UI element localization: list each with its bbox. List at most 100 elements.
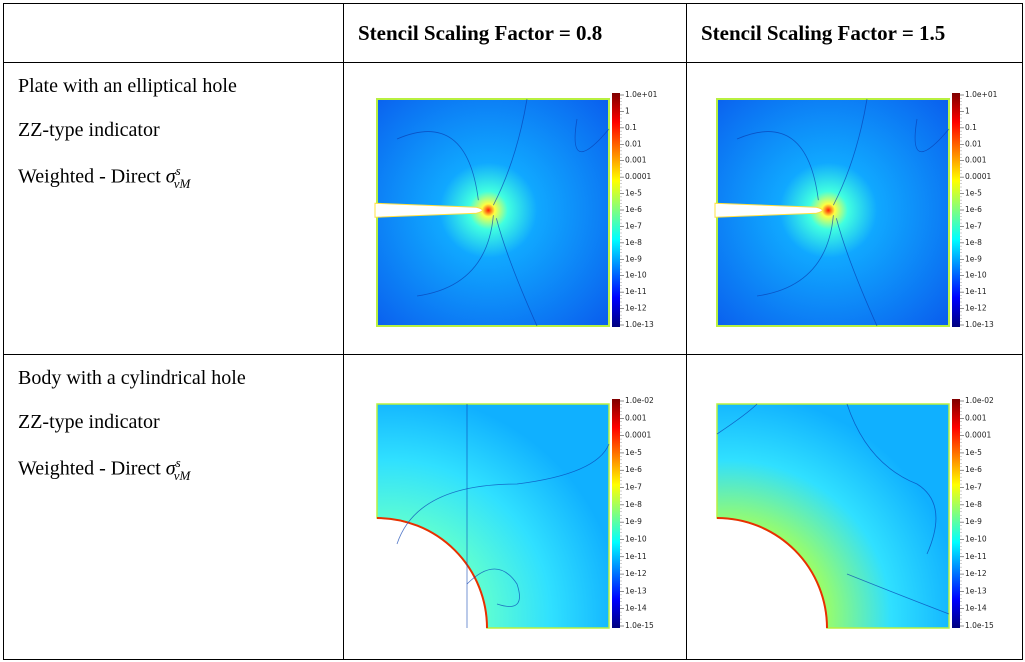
colorbar-label: 0.01 bbox=[965, 139, 982, 148]
colorbar-label: 1e-11 bbox=[965, 552, 987, 561]
colorbar-label: 1e-14 bbox=[965, 604, 987, 613]
colorbar-label: 1 bbox=[965, 106, 970, 115]
body-row: Body with a cylindrical hole ZZ-type indi… bbox=[3, 354, 1023, 660]
colorbar-label: 1e-10 bbox=[965, 534, 987, 543]
colorbar-label: 0.01 bbox=[625, 139, 642, 148]
contour-line bbox=[396, 443, 610, 545]
symbol-sub: vM bbox=[173, 467, 191, 483]
colorbar-label: 0.0001 bbox=[965, 431, 991, 440]
colorbar-label: 1e-7 bbox=[965, 483, 982, 492]
colorbar-label: 0.0001 bbox=[965, 172, 991, 181]
plot-cell: 1.0e-02 0.001 0.0001 1e-5 1e-6 1e-7 1e-8 1e-9 1e… bbox=[343, 354, 687, 660]
colorbar-label: 1e-13 bbox=[965, 586, 987, 595]
colorbar-label: 0.0001 bbox=[625, 431, 651, 440]
colorbar-label: 1e-10 bbox=[625, 271, 647, 280]
label-line: Plate with an elliptical hole bbox=[18, 75, 237, 97]
colorbar-label: 1e-11 bbox=[965, 287, 987, 296]
contour-line bbox=[493, 98, 528, 206]
contour-plot: 1.0e-02 0.001 0.0001 1e-5 1e-6 1e-7 1e-8 1e-9 1e… bbox=[376, 396, 654, 630]
plot-field bbox=[716, 403, 950, 629]
contour-line bbox=[396, 131, 479, 201]
colorbar-label: 1e-11 bbox=[625, 552, 647, 561]
colorbar-label: 1.0e-15 bbox=[965, 621, 994, 630]
colorbar-label: 0.001 bbox=[965, 413, 987, 422]
colorbar-label: 1e-7 bbox=[625, 221, 642, 230]
contour-plot: 1.0e+01 1 0.1 0.01 0.001 0.0001 1e-5 1e-6 1e-7 1e… bbox=[714, 90, 998, 329]
contour-line bbox=[833, 98, 868, 206]
colorbar-label: 1e-8 bbox=[965, 500, 982, 509]
label-cell: Plate with an elliptical hole ZZ-type ind… bbox=[3, 62, 344, 355]
header-row: Stencil Scaling Factor = 0.8 Stencil Sca… bbox=[3, 3, 1023, 63]
contour-plot: 1.0e+01 1 0.1 0.01 0.001 0.0001 1e-5 1e-6 1e-7 1e… bbox=[374, 90, 658, 329]
colorbar-label: 1e-12 bbox=[625, 304, 647, 313]
slit bbox=[714, 202, 823, 218]
contour-line bbox=[716, 403, 758, 435]
plot-cell: 1.0e-02 0.001 0.0001 1e-5 1e-6 1e-7 1e-8 1e-9 1e… bbox=[686, 354, 1023, 660]
colorbar-label: 1e-12 bbox=[965, 569, 987, 578]
slit bbox=[374, 202, 483, 218]
colorbar-label: 1e-10 bbox=[965, 271, 987, 280]
label-line: Weighted - Direct σsvM bbox=[18, 163, 191, 191]
colorbar-label: 1e-5 bbox=[965, 189, 982, 198]
colorbar-label: 1e-6 bbox=[625, 205, 642, 214]
colorbar-label: 1.0e-13 bbox=[965, 320, 994, 329]
column-header: Stencil Scaling Factor = 0.8 bbox=[343, 3, 687, 63]
colorbar-label: 0.1 bbox=[625, 123, 637, 132]
colorbar-label: 1e-7 bbox=[965, 221, 982, 230]
colorbar-label: 1e-6 bbox=[965, 205, 982, 214]
colorbar-label: 1e-10 bbox=[625, 534, 647, 543]
colorbar-label: 1e-8 bbox=[625, 500, 642, 509]
label-line: ZZ-type indicator bbox=[18, 411, 160, 433]
colorbar-label: 1e-9 bbox=[965, 254, 982, 263]
colorbar-label: 1e-7 bbox=[625, 483, 642, 492]
symbol-base: σ bbox=[165, 457, 176, 480]
column-header: Stencil Scaling Factor = 1.5 bbox=[686, 3, 1023, 63]
contour-plot: 1.0e-02 0.001 0.0001 1e-5 1e-6 1e-7 1e-8 1e-9 1e… bbox=[716, 396, 994, 630]
colorbar-label: 1e-12 bbox=[965, 304, 987, 313]
contour-line bbox=[466, 568, 520, 607]
colorbar-label: 0.1 bbox=[965, 123, 977, 132]
plot-field bbox=[376, 403, 610, 629]
hole-edge bbox=[376, 517, 488, 629]
colorbar-label: 1e-9 bbox=[625, 254, 642, 263]
colorbar-label: 1e-11 bbox=[625, 287, 647, 296]
colorbar-label: 1 bbox=[625, 106, 630, 115]
plot-cell: 1.0e+01 1 0.1 0.01 0.001 0.0001 1e-5 1e-6 1e-7 1e… bbox=[343, 62, 687, 355]
symbol-sub: vM bbox=[173, 175, 191, 191]
colorbar-label: 1.0e+01 bbox=[625, 90, 658, 99]
colorbar-label: 1e-5 bbox=[965, 448, 982, 457]
colorbar-label: 1e-8 bbox=[625, 238, 642, 247]
colorbar-label: 1e-13 bbox=[625, 586, 647, 595]
colorbar-label: 1e-6 bbox=[965, 465, 982, 474]
colorbar-label: 1.0e-15 bbox=[625, 621, 654, 630]
colorbar-label: 1.0e-02 bbox=[965, 396, 994, 405]
hole-edge bbox=[716, 517, 828, 629]
colorbar-label: 1e-14 bbox=[625, 604, 647, 613]
plot-cell: 1.0e+01 1 0.1 0.01 0.001 0.0001 1e-5 1e-6 1e-7 1e… bbox=[686, 62, 1023, 355]
contour-line bbox=[736, 131, 819, 201]
contour-line bbox=[756, 215, 834, 297]
label-text: Plate with an elliptical hole ZZ-type ind… bbox=[4, 63, 343, 207]
colorbar-label: 0.001 bbox=[965, 156, 987, 165]
label-cell: Body with a cylindrical hole ZZ-type indi… bbox=[3, 354, 344, 660]
results-table: Stencil Scaling Factor = 0.8 Stencil Sca… bbox=[3, 3, 1023, 660]
contour-line bbox=[835, 218, 878, 327]
colorbar bbox=[612, 93, 620, 327]
colorbar-label: 1.0e+01 bbox=[965, 90, 998, 99]
colorbar-label: 1e-5 bbox=[625, 189, 642, 198]
symbol-sup: s bbox=[175, 455, 181, 470]
colorbar-label: 1e-9 bbox=[965, 517, 982, 526]
contour-line bbox=[416, 215, 494, 297]
colorbar-label: 1e-8 bbox=[965, 238, 982, 247]
colorbar-label: 1.0e-02 bbox=[625, 396, 654, 405]
contour-line bbox=[495, 218, 538, 327]
label-line: Body with a cylindrical hole bbox=[18, 367, 246, 389]
colorbar bbox=[952, 93, 960, 327]
contour-line bbox=[574, 118, 610, 152]
colorbar-label: 0.0001 bbox=[625, 172, 651, 181]
label-line: Weighted - Direct σsvM bbox=[18, 455, 191, 483]
contour-line bbox=[914, 118, 950, 152]
colorbar-label: 0.001 bbox=[625, 413, 647, 422]
contour-line bbox=[846, 573, 950, 615]
